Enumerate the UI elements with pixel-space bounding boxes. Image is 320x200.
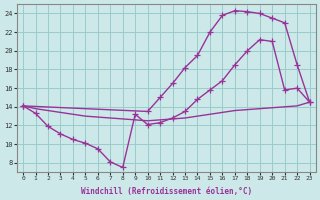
X-axis label: Windchill (Refroidissement éolien,°C): Windchill (Refroidissement éolien,°C) [81,187,252,196]
